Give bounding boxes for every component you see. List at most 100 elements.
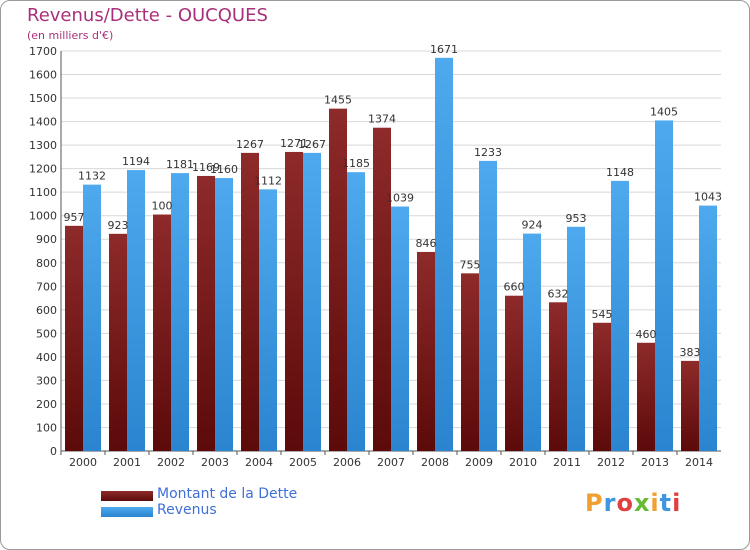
x-tick-label: 2009 xyxy=(465,456,493,469)
x-tick-label: 2012 xyxy=(597,456,625,469)
x-tick-label: 2002 xyxy=(157,456,185,469)
y-tick-label: 600 xyxy=(36,304,57,317)
chart-subtitle: (en milliers d'€) xyxy=(27,29,114,42)
x-tick-label: 2003 xyxy=(201,456,229,469)
y-tick-label: 800 xyxy=(36,257,57,270)
logo-letter: r xyxy=(603,489,617,517)
legend-label-dette: Montant de la Dette xyxy=(157,486,298,502)
bar-revenus-2008 xyxy=(435,57,453,452)
bar-dette-2003 xyxy=(197,175,215,452)
x-tick-label: 2014 xyxy=(685,456,713,469)
bar-revenus-2010 xyxy=(523,233,541,451)
bar-revenus-2001 xyxy=(127,170,145,451)
y-tick-label: 200 xyxy=(36,398,57,411)
bar-dette-2012 xyxy=(593,322,611,451)
data-label-revenus-2007: 1039 xyxy=(386,192,414,205)
logo-letter: t xyxy=(659,489,673,517)
x-tick-label: 2008 xyxy=(421,456,449,469)
bar-dette-2000 xyxy=(65,225,83,451)
y-tick-label: 100 xyxy=(36,421,57,434)
bar-revenus-2006 xyxy=(347,172,365,452)
data-label-dette-2010: 660 xyxy=(504,281,525,294)
bar-revenus-2014 xyxy=(699,205,717,451)
bar-dette-2009 xyxy=(461,273,479,451)
bar-revenus-2000 xyxy=(83,184,101,451)
data-label-revenus-2000: 1132 xyxy=(78,170,106,183)
y-tick-label: 0 xyxy=(50,445,57,458)
bar-dette-2008 xyxy=(417,251,435,451)
bar-revenus-2009 xyxy=(479,160,497,451)
logo-letter: P xyxy=(585,489,604,517)
data-label-dette-2001: 923 xyxy=(108,219,129,232)
legend-label-revenus: Revenus xyxy=(157,502,217,518)
logo-letter: x xyxy=(633,489,651,517)
y-tick-label: 1000 xyxy=(29,210,57,223)
x-tick-label: 2011 xyxy=(553,456,581,469)
logo-letter: i xyxy=(672,489,682,517)
y-tick-label: 1200 xyxy=(29,163,57,176)
bar-revenus-2007 xyxy=(391,206,409,451)
bar-revenus-2004 xyxy=(259,189,277,451)
data-label-revenus-2002: 1181 xyxy=(166,158,194,171)
data-label-revenus-2010: 924 xyxy=(522,219,543,232)
y-tick-label: 1500 xyxy=(29,92,57,105)
data-label-dette-2000: 957 xyxy=(64,211,85,224)
y-tick-label: 1700 xyxy=(29,45,57,58)
bar-dette-2006 xyxy=(329,108,347,451)
data-label-dette-2004: 1267 xyxy=(236,138,264,151)
x-tick-label: 2000 xyxy=(69,456,97,469)
data-label-revenus-2013: 1405 xyxy=(650,105,678,118)
bar-revenus-2013 xyxy=(655,120,673,451)
data-label-dette-2012: 545 xyxy=(592,308,613,321)
bar-dette-2002 xyxy=(153,214,171,451)
x-tick-label: 2010 xyxy=(509,456,537,469)
data-label-revenus-2008: 1671 xyxy=(430,43,458,56)
data-label-dette-2005: 1271 xyxy=(280,137,308,150)
data-label-dette-2013: 460 xyxy=(636,328,657,341)
x-tick-label: 2004 xyxy=(245,456,273,469)
bar-revenus-2005 xyxy=(303,152,321,451)
data-label-revenus-2014: 1043 xyxy=(694,191,722,204)
bar-revenus-2012 xyxy=(611,180,629,451)
y-tick-label: 500 xyxy=(36,327,57,340)
data-label-dette-2002: 100 xyxy=(152,200,173,213)
data-label-revenus-2005: 1267 xyxy=(298,138,326,151)
y-tick-label: 700 xyxy=(36,280,57,293)
x-tick-label: 2005 xyxy=(289,456,317,469)
data-label-dette-2003: 1169 xyxy=(192,161,220,174)
bar-revenus-2002 xyxy=(171,173,189,451)
bar-revenus-2003 xyxy=(215,178,233,451)
y-tick-label: 1400 xyxy=(29,116,57,129)
bar-dette-2013 xyxy=(637,342,655,451)
y-tick-label: 1600 xyxy=(29,69,57,82)
bar-dette-2014 xyxy=(681,360,699,451)
x-tick-label: 2007 xyxy=(377,456,405,469)
y-tick-label: 1100 xyxy=(29,186,57,199)
x-tick-label: 2013 xyxy=(641,456,669,469)
bar-dette-2004 xyxy=(241,152,259,451)
bar-dette-2011 xyxy=(549,302,567,451)
x-tick-label: 2006 xyxy=(333,456,361,469)
bar-dette-2005 xyxy=(285,151,303,452)
y-tick-label: 400 xyxy=(36,351,57,364)
data-label-dette-2006: 1455 xyxy=(324,94,352,107)
y-tick-label: 900 xyxy=(36,233,57,246)
bar-dette-2010 xyxy=(505,295,523,451)
data-label-revenus-2009: 1233 xyxy=(474,146,502,159)
bar-dette-2007 xyxy=(373,127,391,452)
data-label-dette-2007: 1374 xyxy=(368,113,396,126)
data-label-revenus-2001: 1194 xyxy=(122,155,150,168)
logo-letter: i xyxy=(650,489,660,517)
logo-letter: o xyxy=(616,489,634,517)
data-label-revenus-2003: 1160 xyxy=(210,163,238,176)
data-label-revenus-2006: 1185 xyxy=(342,157,370,170)
data-label-dette-2009: 755 xyxy=(460,258,481,271)
bar-revenus-2011 xyxy=(567,226,585,451)
data-label-dette-2008: 846 xyxy=(416,237,437,250)
data-label-revenus-2011: 953 xyxy=(566,212,587,225)
data-label-dette-2014: 383 xyxy=(680,346,701,359)
bar-dette-2001 xyxy=(109,233,127,451)
legend-swatch-dette xyxy=(101,491,153,501)
